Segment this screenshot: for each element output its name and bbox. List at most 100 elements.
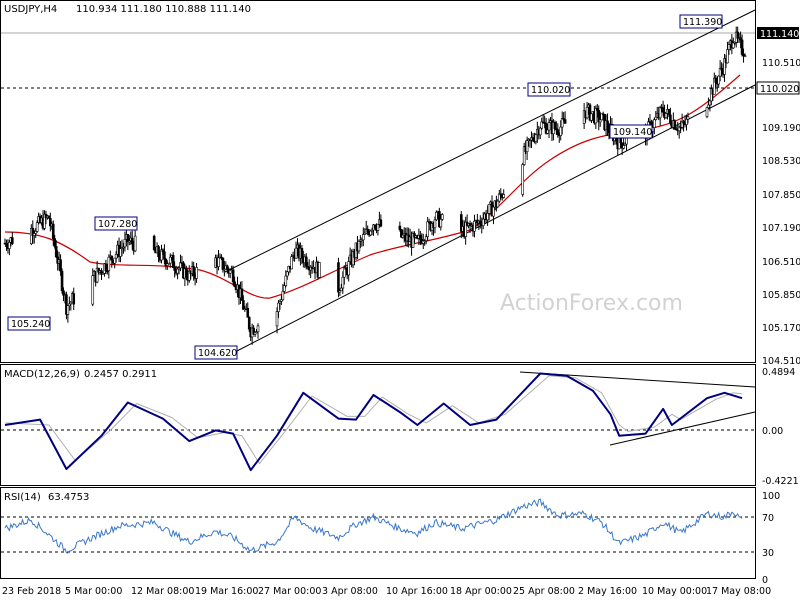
candle-body: [338, 290, 342, 293]
candle-body: [69, 301, 73, 305]
price-candle: [247, 316, 251, 332]
price-candle: [195, 262, 198, 283]
price-candle: [362, 227, 365, 247]
rsi-values: 63.4753: [48, 492, 89, 503]
price-candle: [732, 37, 735, 49]
y-tick-110510: 110.510: [762, 58, 800, 69]
candle-body: [736, 31, 739, 39]
candle-body: [726, 49, 729, 64]
annotation-111390-label: 111.390: [683, 17, 722, 28]
annotation-105240-label: 105.240: [11, 319, 50, 330]
price-candle: [547, 118, 551, 139]
candle-body: [547, 122, 551, 131]
chart-symbol: USDJPY,H4: [4, 4, 57, 15]
rsi-y-tick-0: 0: [762, 575, 768, 586]
candle-body: [740, 39, 744, 55]
price-candle: [598, 111, 602, 127]
candle-body: [714, 77, 718, 83]
candle-body: [318, 262, 321, 278]
candle-body: [362, 234, 365, 241]
candle-body: [653, 119, 656, 128]
price-candle: [95, 261, 99, 284]
price-candle: [110, 255, 114, 268]
candle-body: [473, 220, 476, 232]
candle-body: [34, 231, 38, 234]
price-candle: [726, 41, 729, 64]
price-candle: [284, 270, 288, 288]
x-axis: 23 Feb 2018 5 Mar 00:00 12 Mar 08:00 19 …: [2, 586, 771, 597]
price-candle: [65, 291, 68, 320]
candle-body: [426, 221, 429, 237]
price-candle: [439, 213, 443, 231]
price-candle: [653, 117, 656, 135]
price-candle: [228, 268, 232, 279]
x-tick-4: 27 Mar 00:00: [258, 586, 321, 597]
y-tick-108530: 108.530: [762, 156, 800, 167]
candle-body: [113, 257, 116, 264]
price-candle: [281, 284, 285, 301]
y-tick-109190: 109.190: [762, 123, 800, 134]
candle-body: [439, 219, 443, 228]
candle-body: [732, 42, 735, 49]
candle-body: [72, 293, 76, 305]
candle-body: [304, 256, 308, 267]
macd-y-tick-zero: 0.00: [762, 426, 783, 437]
price-candle: [318, 262, 321, 278]
price-candle: [11, 231, 14, 245]
candle-body: [464, 221, 467, 237]
x-tick-2: 12 Mar 08:00: [131, 586, 194, 597]
macd-main-line: [4, 372, 743, 472]
price-candle: [705, 106, 709, 119]
candle-body: [369, 230, 372, 236]
price-candle: [107, 254, 111, 279]
price-candle: [538, 126, 542, 139]
price-candle: [256, 323, 260, 339]
y-tick-107190: 107.190: [762, 223, 800, 234]
candle-body: [553, 122, 557, 129]
price-candle: [72, 287, 76, 311]
price-candle: [163, 244, 166, 265]
macd-lower-trendline: [609, 411, 756, 446]
candle-body: [686, 116, 690, 120]
candle-body: [173, 267, 176, 271]
candle-body: [357, 241, 361, 252]
price-candle: [152, 234, 156, 252]
candle-body: [398, 225, 402, 230]
candle-body: [284, 275, 288, 287]
price-candle: [540, 117, 544, 130]
price-candle: [743, 53, 747, 58]
candle-body: [478, 220, 482, 225]
candle-body: [160, 249, 163, 261]
channel-lower-line: [234, 84, 756, 353]
candle-body: [242, 300, 245, 310]
candle-body: [667, 109, 671, 116]
price-candle: [242, 295, 245, 310]
candle-body: [546, 129, 549, 134]
price-candle: [673, 119, 677, 130]
price-candle: [440, 213, 444, 221]
candle-body: [538, 127, 542, 136]
candle-body: [560, 118, 564, 128]
candle-body: [107, 256, 111, 272]
candle-body: [708, 100, 712, 106]
candle-body: [119, 248, 122, 257]
candle-body: [481, 218, 485, 226]
candle-body: [95, 267, 99, 283]
candle-body: [486, 213, 489, 221]
candle-body: [606, 120, 609, 130]
candle-body: [65, 294, 68, 315]
candle-body: [433, 219, 437, 229]
price-candle: [464, 216, 467, 245]
price-candle: [379, 214, 383, 228]
price-candle: [496, 198, 500, 208]
candle-body: [277, 302, 280, 312]
macd-values: 0.2457 0.2911: [84, 369, 157, 380]
rsi-y-tick-70: 70: [762, 513, 774, 524]
price-candle: [347, 256, 350, 282]
candle-body: [559, 126, 563, 136]
price-candle: [304, 253, 308, 270]
price-candle: [283, 282, 286, 294]
candle-body: [337, 262, 340, 293]
macd-signal-line: [4, 375, 743, 465]
